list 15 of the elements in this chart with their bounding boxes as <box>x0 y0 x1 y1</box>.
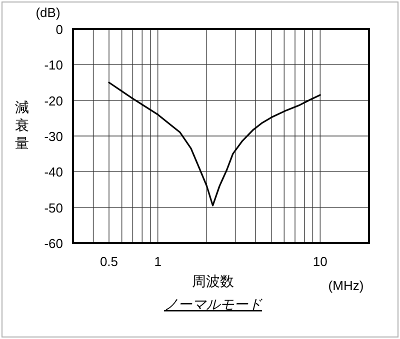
y-tick-label: -10 <box>44 58 63 73</box>
x-tick-label: 0.5 <box>100 254 118 269</box>
y-tick-label: -60 <box>44 236 63 251</box>
x-tick-label: 1 <box>154 254 162 269</box>
y-tick-label: -40 <box>44 164 63 180</box>
y-axis-title: 減衰量 <box>15 99 29 151</box>
text: (MHz) <box>328 278 364 293</box>
y-tick-label: -50 <box>44 200 63 216</box>
y-tick-label: -20 <box>44 93 63 108</box>
y-tick-label: 0 <box>56 22 63 37</box>
text: ノーマルモード <box>164 296 263 312</box>
text: (dB) <box>36 5 60 20</box>
y-tick-label: -30 <box>44 129 63 144</box>
x-axis-title: 周波数 <box>192 273 234 289</box>
x-tick-label: 10 <box>312 254 328 269</box>
